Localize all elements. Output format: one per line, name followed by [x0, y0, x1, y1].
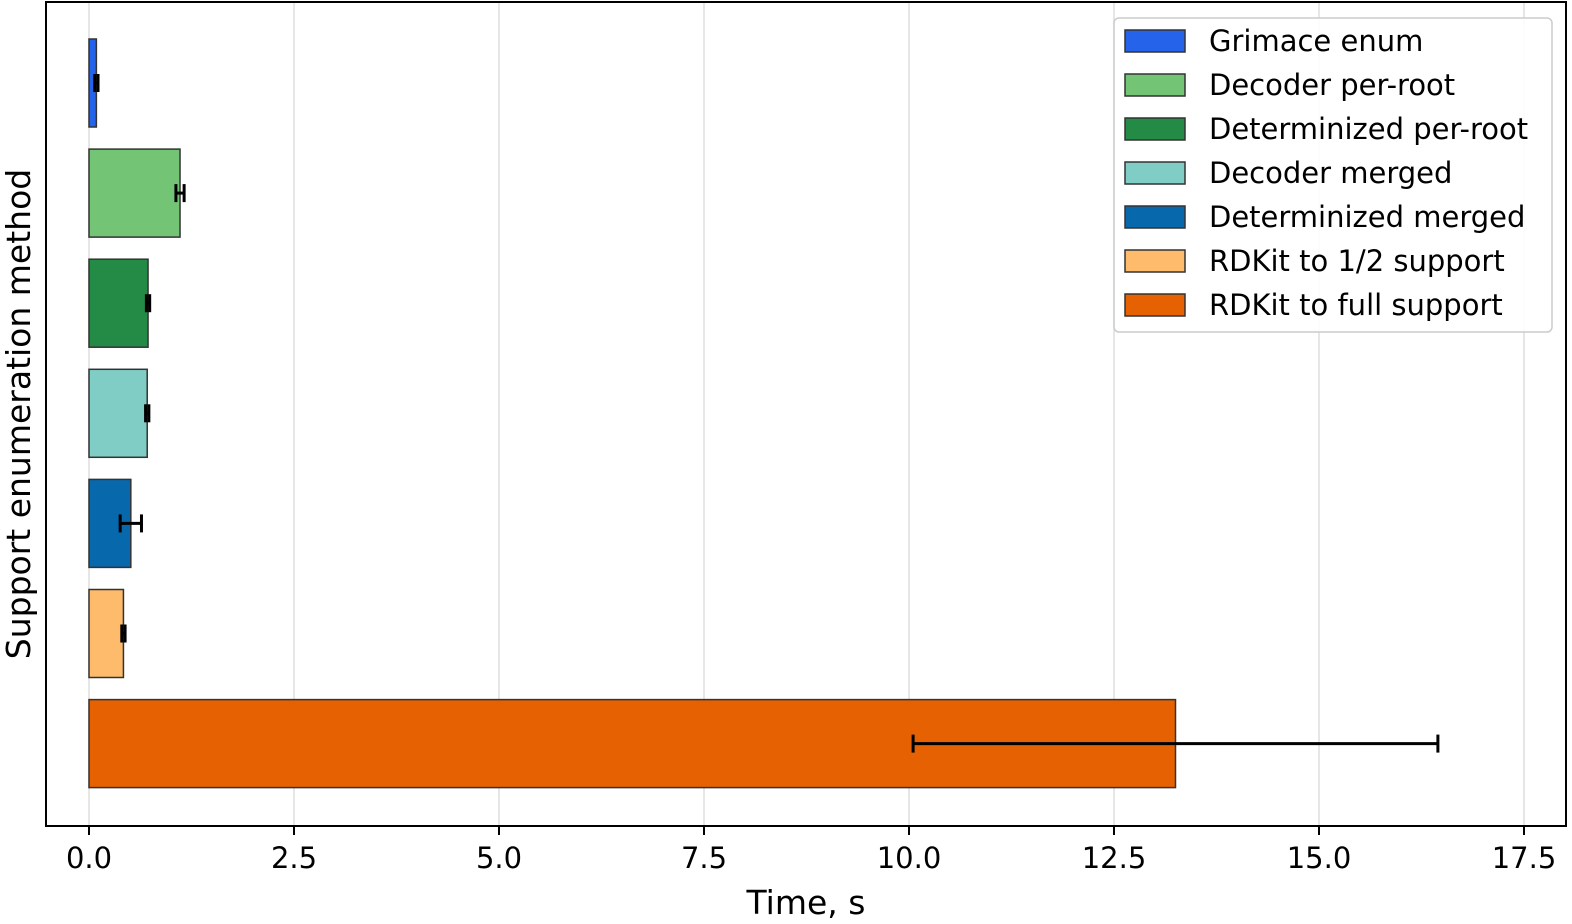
x-tick-label: 5.0	[476, 841, 522, 875]
y-axis-label: Support enumeration method	[0, 169, 38, 659]
x-ticks: 0.0 2.5 5.0 7.5 10.0 12.5 15.0 17.5	[66, 826, 1556, 875]
legend-label: RDKit to full support	[1209, 288, 1503, 322]
legend-label: Decoder per-root	[1209, 68, 1455, 102]
x-tick-label: 12.5	[1082, 841, 1147, 875]
x-tick-label: 7.5	[681, 841, 727, 875]
x-axis-label: Time, s	[746, 883, 866, 922]
x-tick-label: 10.0	[877, 841, 942, 875]
legend-frame	[1113, 17, 1553, 333]
legend-swatch	[1124, 73, 1186, 97]
legend-label: Determinized per-root	[1209, 112, 1528, 146]
x-tick-label: 17.5	[1492, 841, 1557, 875]
x-tick-label: 2.5	[271, 841, 317, 875]
legend-label: RDKit to 1/2 support	[1209, 244, 1505, 278]
legend: Grimace enum Decoder per-root Determinized…	[1113, 17, 1553, 333]
legend-swatch	[1124, 29, 1186, 53]
bar	[88, 588, 125, 679]
error-bars	[93, 74, 1440, 753]
legend-swatch	[1124, 293, 1186, 317]
legend-swatch	[1124, 249, 1186, 273]
x-tick-label: 0.0	[66, 841, 112, 875]
legend-label: Determinized merged	[1209, 200, 1525, 234]
plot-frame	[45, 1, 1567, 827]
legend-label: Decoder merged	[1209, 156, 1452, 190]
bar	[88, 148, 181, 238]
legend-swatch	[1124, 117, 1186, 141]
bar	[88, 368, 148, 459]
legend-swatch	[1124, 161, 1186, 185]
bars	[88, 38, 1177, 789]
x-tick-label: 15.0	[1287, 841, 1352, 875]
legend-label: Grimace enum	[1209, 24, 1423, 58]
legend-swatch	[1124, 205, 1186, 229]
bar	[88, 258, 149, 348]
